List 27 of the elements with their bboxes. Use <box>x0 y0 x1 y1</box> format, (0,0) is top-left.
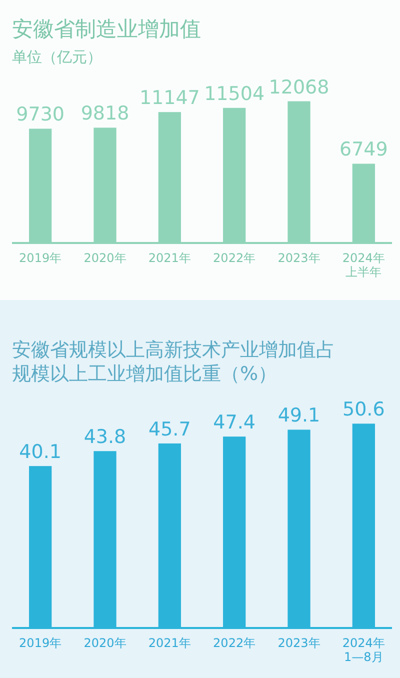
data-label: 12068 <box>268 76 330 98</box>
x-tick-label: 2024年1—8月 <box>342 636 385 664</box>
data-label: 49.1 <box>278 404 320 427</box>
chart-subtitle: 单位（亿元） <box>12 48 102 66</box>
data-label: 9730 <box>16 104 65 126</box>
chart-title: 安徽省制造业增加值 <box>12 17 201 41</box>
data-label: 6749 <box>339 138 388 161</box>
data-label: 11147 <box>139 87 200 110</box>
data-label: 45.7 <box>148 418 191 440</box>
x-tick-label: 2023年 <box>278 251 320 265</box>
data-label: 43.8 <box>84 426 126 448</box>
x-tick-label: 2022年 <box>213 251 256 265</box>
x-tick-label: 2021年 <box>148 636 191 650</box>
data-label: 11504 <box>204 82 265 105</box>
x-tick-label: 2024年上半年 <box>342 251 385 279</box>
x-tick-label: 2021年 <box>148 251 191 265</box>
x-tick-label: 2020年 <box>84 636 126 650</box>
data-label: 50.6 <box>342 398 385 421</box>
data-label: 47.4 <box>213 412 256 434</box>
chart-title: 安徽省规模以上高新技术产业增加值占规模以上工业增加值比重（%） <box>12 339 335 385</box>
x-tick-label: 2019年 <box>19 251 62 265</box>
x-tick-label: 2020年 <box>84 251 126 265</box>
data-label: 40.1 <box>19 441 62 464</box>
data-label: 9818 <box>80 102 130 125</box>
x-tick-label: 2019年 <box>19 636 62 650</box>
x-tick-label: 2023年 <box>278 636 320 650</box>
x-tick-label: 2022年 <box>213 636 256 650</box>
